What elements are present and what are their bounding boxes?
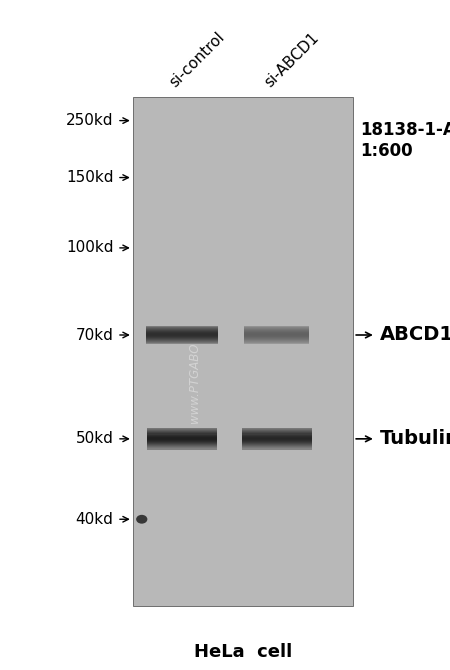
Text: 18138-1-AP
1:600: 18138-1-AP 1:600: [360, 121, 450, 160]
Bar: [242, 440, 311, 441]
Bar: [244, 342, 310, 344]
Bar: [242, 436, 311, 437]
Bar: [244, 340, 310, 342]
Bar: [244, 333, 310, 334]
Bar: [244, 330, 310, 331]
Bar: [148, 437, 217, 438]
Bar: [242, 435, 311, 436]
Bar: [146, 335, 218, 336]
Bar: [242, 448, 311, 450]
Bar: [148, 448, 217, 450]
Bar: [148, 435, 217, 436]
Bar: [133, 97, 353, 606]
Bar: [148, 444, 217, 446]
Bar: [242, 428, 311, 429]
Bar: [146, 336, 218, 337]
Bar: [244, 332, 310, 333]
Bar: [146, 340, 218, 342]
Bar: [148, 436, 217, 437]
Bar: [242, 442, 311, 443]
Bar: [146, 328, 218, 330]
Bar: [146, 339, 218, 340]
Bar: [244, 334, 310, 335]
Bar: [242, 430, 311, 431]
Bar: [148, 433, 217, 435]
Bar: [146, 326, 218, 328]
Text: 40kd: 40kd: [76, 512, 113, 527]
Bar: [242, 431, 311, 432]
Bar: [146, 331, 218, 332]
Bar: [242, 439, 311, 440]
Text: www.PTGABO: www.PTGABO: [188, 342, 201, 423]
Bar: [148, 429, 217, 430]
Bar: [242, 443, 311, 444]
Bar: [244, 326, 310, 328]
Bar: [148, 439, 217, 440]
Text: 100kd: 100kd: [66, 241, 113, 255]
Bar: [242, 429, 311, 430]
Text: 250kd: 250kd: [66, 113, 113, 128]
Bar: [146, 333, 218, 334]
Bar: [148, 441, 217, 442]
Bar: [242, 446, 311, 448]
Bar: [148, 443, 217, 444]
Text: si-ABCD1: si-ABCD1: [261, 30, 322, 90]
Bar: [242, 437, 311, 438]
Bar: [146, 342, 218, 344]
Text: HeLa  cell: HeLa cell: [194, 643, 292, 661]
Bar: [146, 337, 218, 338]
Bar: [146, 334, 218, 335]
Bar: [148, 440, 217, 441]
Bar: [244, 338, 310, 339]
Bar: [244, 339, 310, 340]
Bar: [148, 438, 217, 439]
Bar: [242, 433, 311, 435]
Bar: [148, 431, 217, 432]
Bar: [146, 338, 218, 339]
Bar: [242, 444, 311, 446]
Text: 70kd: 70kd: [76, 328, 113, 342]
Bar: [244, 331, 310, 332]
Bar: [148, 430, 217, 431]
Bar: [148, 432, 217, 433]
Bar: [242, 441, 311, 442]
Bar: [146, 332, 218, 333]
Ellipse shape: [136, 515, 148, 524]
Bar: [148, 446, 217, 448]
Bar: [146, 330, 218, 331]
Text: Tubulin: Tubulin: [380, 429, 450, 448]
Bar: [148, 442, 217, 443]
Bar: [242, 438, 311, 439]
Text: si-control: si-control: [167, 29, 228, 90]
Text: ABCD1: ABCD1: [380, 326, 450, 344]
Bar: [244, 328, 310, 330]
Bar: [244, 335, 310, 336]
Text: 50kd: 50kd: [76, 431, 113, 446]
Text: 150kd: 150kd: [66, 170, 113, 185]
Bar: [244, 336, 310, 337]
Bar: [244, 337, 310, 338]
Bar: [242, 432, 311, 433]
Bar: [148, 428, 217, 429]
